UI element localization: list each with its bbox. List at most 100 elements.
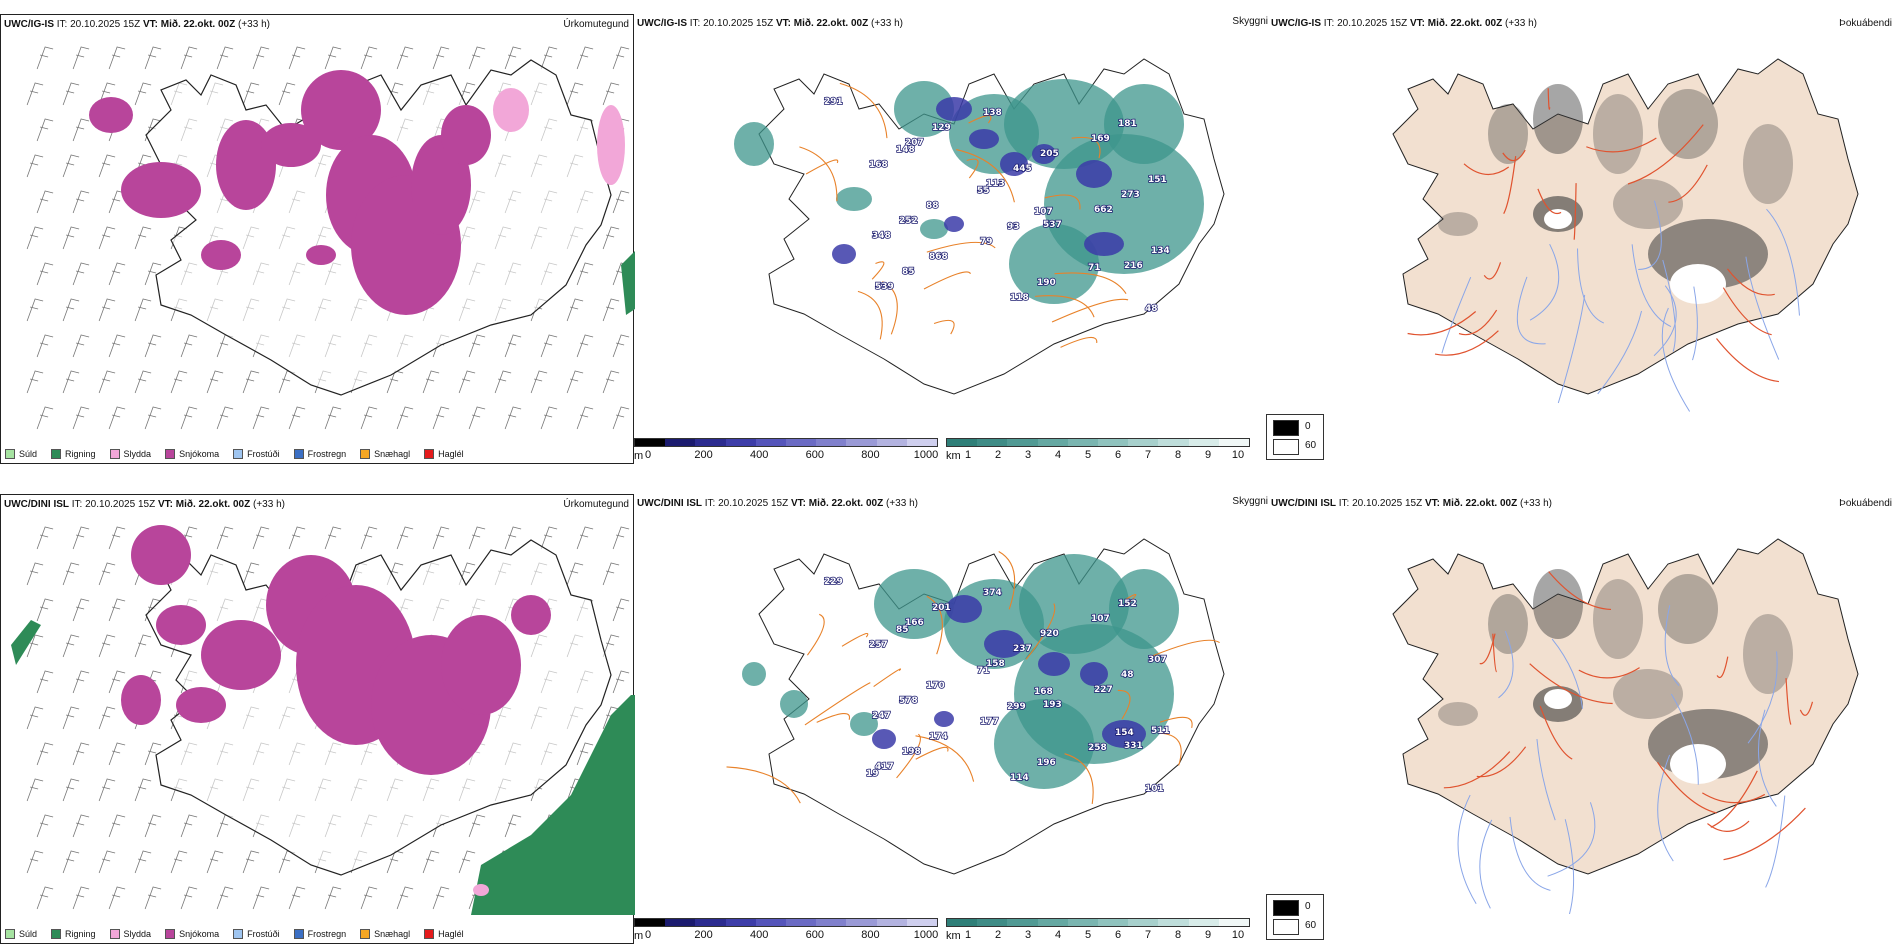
vt-label: VT:: [790, 498, 806, 509]
visibility-ticks: 1 2 3 4 5 6 7 8 9 10: [946, 448, 1250, 461]
fog-legend-label-0: 0: [1305, 421, 1311, 432]
colorbar-step: [816, 919, 847, 926]
ceiling-height-label: 258: [1088, 743, 1107, 753]
legend-swatch: [109, 929, 120, 939]
colorbar-tick-label: 1: [964, 449, 972, 461]
fog-index-area: [1658, 89, 1718, 159]
low-visibility-area: [742, 662, 766, 686]
ceiling-height-label: 299: [1007, 702, 1026, 712]
colorbar-step: [1218, 919, 1250, 926]
snow-area: [121, 675, 161, 725]
snow-area: [261, 123, 321, 167]
wind-barb: [324, 46, 342, 70]
wind-barb: [206, 370, 224, 394]
road-line: [1716, 656, 1729, 679]
wind-barb: [468, 334, 486, 358]
legend-item: Haglél: [424, 929, 464, 939]
low-visibility-area: [920, 219, 948, 239]
road-line: [726, 766, 801, 804]
legend-swatch: [5, 929, 15, 939]
it-label: IT:: [689, 18, 701, 29]
ceiling-height-label: 169: [1091, 134, 1110, 144]
legend-label: Snæhagl: [374, 449, 411, 459]
fog-index-area: [1533, 569, 1583, 639]
visibility-unit: km: [946, 450, 961, 462]
panel-header: UWC/DINI ISL IT: 20.10.2025 15Z VT: Mið.…: [4, 499, 285, 510]
road-line: [1051, 298, 1129, 323]
wind-barb: [36, 118, 54, 142]
fog-index-area: [1438, 212, 1478, 236]
wind-barb: [26, 706, 44, 730]
ceiling-height-label: 177: [980, 717, 999, 727]
river-line: [1661, 307, 1691, 412]
legend-item: Snjókoma: [165, 929, 219, 939]
it-value: 20.10.2025 15Z: [1337, 18, 1408, 29]
road-line: [1548, 571, 1612, 611]
wind-barb: [602, 298, 620, 322]
road-line: [1458, 309, 1498, 336]
low-ceiling-area: [1038, 652, 1070, 676]
wind-barb: [602, 562, 620, 586]
wind-barb: [566, 82, 584, 106]
precip-map: [26, 46, 635, 430]
road-line: [956, 149, 1015, 203]
wind-barb: [36, 670, 54, 694]
colorbar-step: [755, 919, 787, 926]
ceiling-height-label: 107: [1034, 207, 1053, 217]
wind-barb: [566, 298, 584, 322]
river-line: [1479, 819, 1493, 909]
rain-area: [471, 695, 635, 915]
wind-barb: [576, 526, 594, 550]
fog-panel-row1: UWC/IG-IS IT: 20.10.2025 15Z VT: Mið. 22…: [1266, 14, 1900, 464]
colorbar-step: [947, 439, 978, 446]
ceiling-height-label: 227: [1094, 685, 1113, 695]
legend-swatch: [51, 449, 62, 459]
wind-barb: [98, 634, 116, 658]
lead-time: (+33 h): [238, 19, 270, 30]
fog-map: [1392, 58, 1859, 412]
road-line: [1159, 716, 1193, 728]
visibility-unit: km: [946, 930, 961, 942]
wind-barb: [242, 562, 260, 586]
colorbar-tick-label: 1: [964, 929, 972, 941]
sleet-area: [493, 88, 529, 132]
ceiling-height-label: 168: [1034, 687, 1053, 697]
wind-barb: [108, 814, 126, 838]
low-visibility-area: [780, 690, 808, 718]
wind-barb: [98, 850, 116, 874]
wind-barb: [36, 262, 54, 286]
road-line: [1799, 701, 1814, 716]
lead-time: (+33 h): [1505, 18, 1537, 29]
wind-barb: [360, 526, 378, 550]
ceiling-height-label: 85: [896, 625, 909, 635]
river-line: [1441, 276, 1472, 354]
wind-barb: [468, 526, 486, 550]
colorbar-tick-label: 800: [861, 929, 880, 941]
low-ceiling-area: [1000, 152, 1028, 176]
legend-swatch: [424, 929, 435, 939]
wind-barb: [504, 814, 522, 838]
wind-barb: [396, 406, 414, 430]
road-line: [933, 319, 955, 335]
legend-item: Rigning: [51, 929, 96, 939]
road-line: [873, 668, 901, 687]
map-layer: [11, 525, 635, 915]
precip-legend: Súld Rigning Slydda Snjókoma Frostúði Frostre…: [5, 449, 472, 459]
river-line: [1757, 709, 1777, 807]
vt-value: Mið. 22.okt. 00Z: [1427, 18, 1503, 29]
legend-label: Rigning: [65, 929, 96, 939]
river-line: [1670, 693, 1699, 785]
river-line: [1536, 739, 1556, 821]
wind-barb: [170, 370, 188, 394]
road-line: [1586, 137, 1657, 153]
colorbar-step: [1128, 919, 1159, 926]
road-line: [1035, 295, 1095, 318]
wind-barb: [72, 814, 90, 838]
snow-area: [131, 525, 191, 585]
wind-barb: [242, 370, 260, 394]
it-value: 20.10.2025 15Z: [85, 499, 156, 510]
road-line: [857, 290, 883, 340]
road-line: [1152, 639, 1220, 657]
river-line: [1692, 286, 1698, 361]
ceiling-height-label: 154: [1115, 728, 1134, 738]
